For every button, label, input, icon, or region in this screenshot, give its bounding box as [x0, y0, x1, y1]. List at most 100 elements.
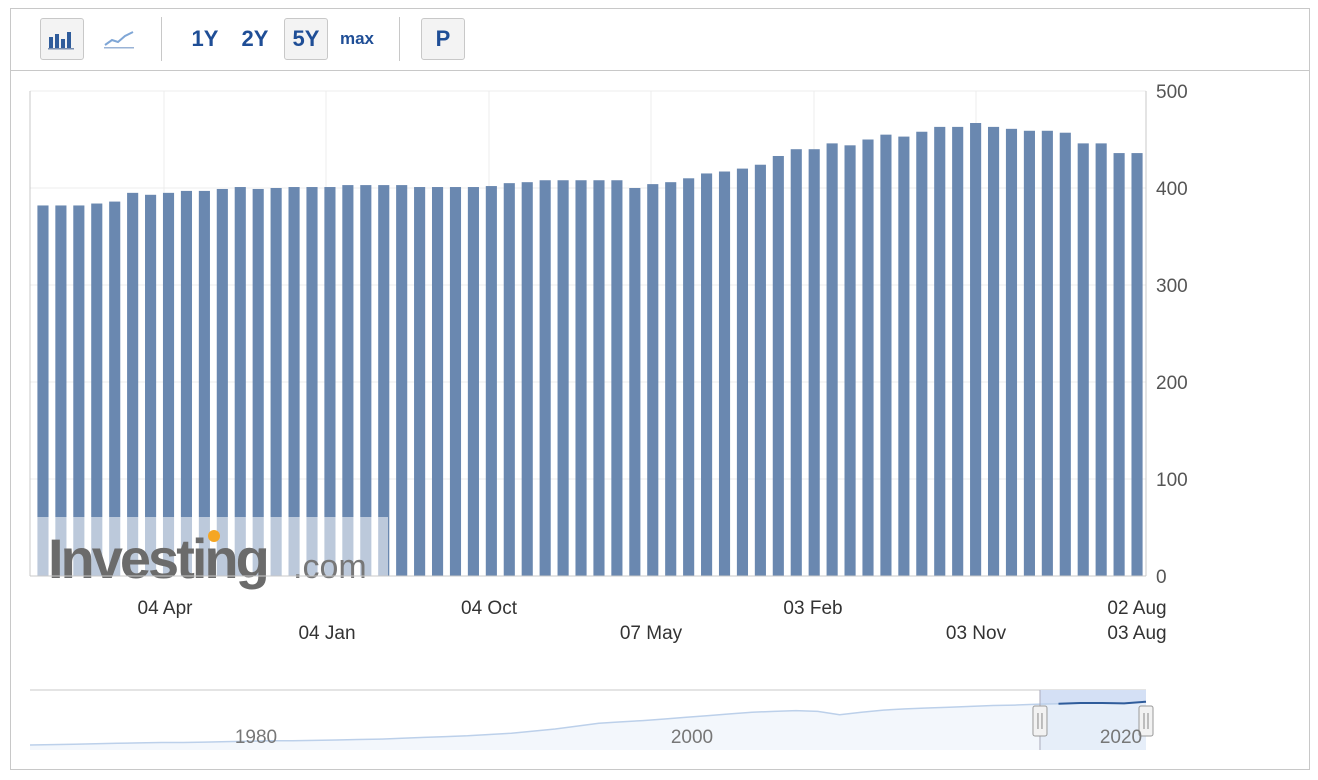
- y-tick-label: 500: [1156, 82, 1188, 103]
- bars: [37, 123, 1143, 577]
- bar: [1131, 153, 1143, 576]
- navigator-right-handle[interactable]: [1138, 705, 1154, 737]
- bar: [1059, 132, 1071, 576]
- bar: [288, 187, 300, 576]
- bar: [162, 192, 175, 576]
- y-tick-label: 400: [1156, 179, 1188, 200]
- toolbar-separator: [399, 17, 400, 61]
- bar: [378, 185, 390, 576]
- x-tick-label: 07 May: [620, 623, 683, 644]
- bar: [414, 187, 426, 576]
- bar: [216, 188, 228, 576]
- toolbar-separator: [161, 17, 162, 61]
- bar: [252, 188, 264, 576]
- bar: [754, 164, 766, 576]
- y-tick-label: 100: [1156, 470, 1188, 491]
- line-chart-button[interactable]: [97, 18, 141, 60]
- bar: [234, 187, 246, 576]
- chart-toolbar: 1Y 2Y 5Y max P: [11, 9, 1309, 71]
- bar: [91, 203, 103, 576]
- bar: [916, 131, 928, 577]
- watermark-dot: [208, 530, 220, 542]
- bar: [1023, 130, 1035, 576]
- axes: 0 100 200 300 400 500 04 Apr 04 Oct 03 Feb 02 Aug…: [29, 82, 1188, 644]
- watermark-backdrop: [33, 517, 388, 576]
- navigator-left-handle[interactable]: [1032, 705, 1048, 737]
- bar: [127, 192, 139, 576]
- navigator-year-label: 2020: [1100, 727, 1142, 748]
- bar: [431, 187, 444, 576]
- y-tick-label: 0: [1156, 567, 1167, 588]
- bar: [593, 180, 605, 577]
- y-tick-label: 300: [1156, 276, 1188, 297]
- x-tick-label: 04 Apr: [138, 598, 194, 619]
- bar: [629, 188, 641, 576]
- navigator[interactable]: 1980 2000 2020: [29, 689, 1154, 750]
- handle-grip: [1138, 705, 1154, 737]
- bar: [647, 184, 659, 576]
- watermark-suffix: .com: [293, 548, 367, 586]
- bar: [485, 186, 497, 576]
- range-1y-button[interactable]: 1Y: [191, 26, 219, 51]
- bar: [970, 123, 982, 576]
- bar-chart-icon: [48, 32, 74, 50]
- bar: [198, 190, 210, 576]
- bar: [145, 194, 157, 577]
- bar: [180, 190, 193, 576]
- navigator-selected-line: [1058, 700, 1147, 705]
- x-tick-label: 03 Nov: [946, 623, 1007, 644]
- bar: [449, 187, 462, 576]
- bar: [37, 205, 49, 576]
- range-max-button[interactable]: max: [339, 29, 375, 48]
- bar: [1077, 143, 1089, 576]
- bar: [557, 180, 569, 577]
- bar: [396, 185, 408, 576]
- x-tick-label: 04 Jan: [298, 623, 355, 644]
- bar: [862, 139, 874, 576]
- bar: [736, 168, 749, 576]
- bar: [808, 149, 820, 576]
- bar: [1005, 128, 1018, 576]
- navigator-line: [29, 700, 1147, 746]
- bar: [575, 180, 587, 577]
- bar: [1113, 153, 1125, 576]
- range-5y-button[interactable]: 5Y: [284, 18, 328, 60]
- bar: [1095, 143, 1107, 576]
- bar: [934, 126, 946, 576]
- bar: [55, 205, 67, 576]
- bar: [1041, 130, 1053, 576]
- bar: [718, 171, 731, 576]
- bar: [701, 173, 713, 576]
- bar: [467, 187, 479, 576]
- y-tick-label: 200: [1156, 373, 1188, 394]
- bar: [539, 180, 551, 577]
- handle-grip: [1032, 705, 1048, 737]
- bar: [611, 180, 623, 577]
- bar: [952, 126, 964, 576]
- x-tick-label: 04 Oct: [461, 598, 518, 619]
- bar: [880, 134, 892, 576]
- range-2y-button[interactable]: 2Y: [241, 26, 269, 51]
- navigator-year-label: 1980: [235, 727, 277, 748]
- bar: [270, 188, 282, 576]
- bar: [324, 187, 336, 576]
- bar: [898, 136, 910, 576]
- bar: [987, 126, 1000, 576]
- bar: [109, 201, 121, 576]
- line-chart-icon: [104, 31, 134, 49]
- bar: [790, 149, 802, 576]
- bar: [665, 182, 677, 576]
- x-tick-label: 03 Aug: [1107, 623, 1166, 644]
- bar: [342, 185, 354, 576]
- p-button[interactable]: P: [421, 18, 465, 60]
- bar: [772, 155, 784, 577]
- x-tick-label: 02 Aug: [1107, 598, 1166, 619]
- bar: [683, 178, 695, 577]
- bar-chart-button[interactable]: [40, 18, 84, 60]
- bar: [73, 205, 85, 576]
- x-tick-label: 03 Feb: [783, 598, 842, 619]
- bar: [360, 185, 372, 576]
- bar: [503, 183, 515, 576]
- navigator-year-label: 2000: [671, 727, 713, 748]
